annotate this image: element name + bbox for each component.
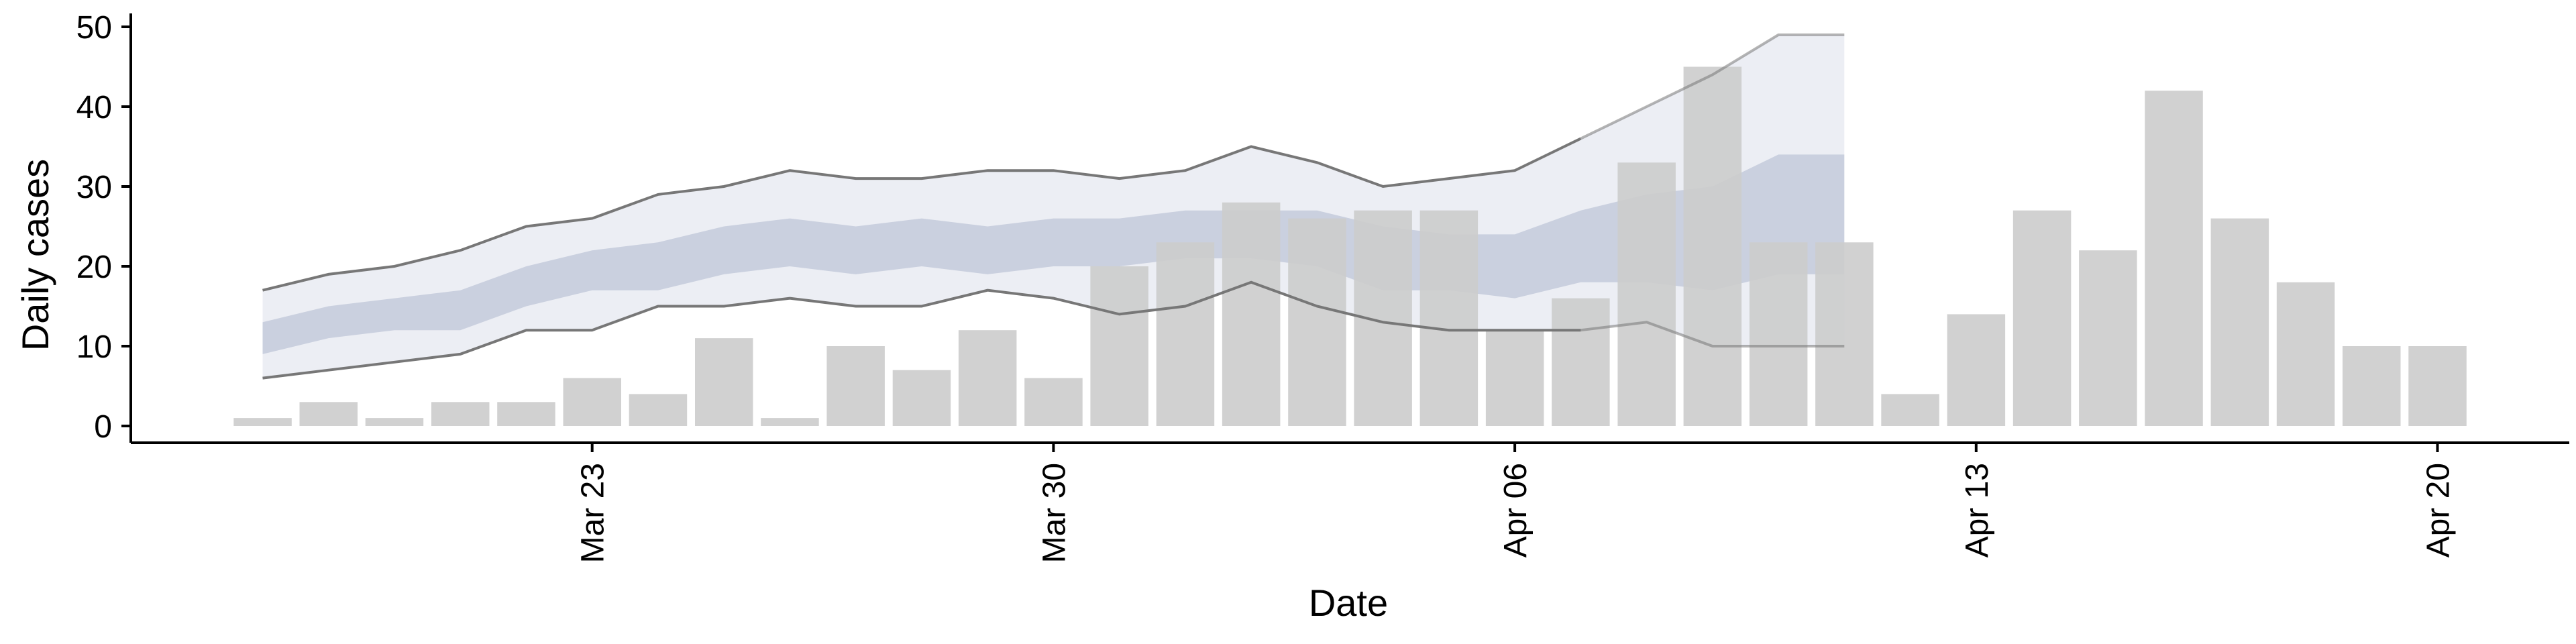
bar xyxy=(1090,266,1148,426)
axes: 0 10 20 30 40 50 Mar 23 Mar 30 Apr 06 Apr 13 Apr 2… xyxy=(76,10,2569,563)
bar xyxy=(826,346,885,426)
bar xyxy=(892,370,951,426)
bar xyxy=(431,402,490,426)
bar xyxy=(1024,378,1083,426)
bar xyxy=(1881,394,1939,426)
x-tick-label: Apr 13 xyxy=(1960,463,1995,557)
bar xyxy=(497,402,555,426)
bar xyxy=(2079,250,2137,426)
x-axis-title: Date xyxy=(1309,582,1388,624)
y-tick-label: 30 xyxy=(76,170,112,205)
bar xyxy=(233,418,292,426)
bar xyxy=(1617,162,1676,427)
x-tick-label: Mar 23 xyxy=(576,463,611,563)
bar xyxy=(761,418,819,426)
y-tick-label: 50 xyxy=(76,10,112,46)
y-axis-title: Daily cases xyxy=(14,159,56,351)
bar xyxy=(1947,314,2006,426)
x-tick-label: Mar 30 xyxy=(1036,463,1072,563)
y-tick-label: 0 xyxy=(94,409,112,445)
upper-bound-line-observed xyxy=(262,137,1582,292)
bar xyxy=(1419,210,1479,426)
bar xyxy=(2343,346,2401,426)
bar xyxy=(1749,242,1808,426)
bar xyxy=(2012,210,2072,426)
bar xyxy=(1156,242,1215,426)
bar xyxy=(2408,346,2467,426)
bar xyxy=(1683,66,1742,426)
y-tick-label: 10 xyxy=(76,329,112,365)
bar xyxy=(1552,298,1610,426)
x-tick-label: Apr 06 xyxy=(1498,463,1534,557)
lower-bound-line-forecast xyxy=(1580,321,1845,347)
x-tick-label: Apr 20 xyxy=(2421,463,2457,557)
bar xyxy=(2276,282,2335,426)
bar xyxy=(629,394,688,426)
projection-bounds xyxy=(262,33,1845,380)
bar xyxy=(958,330,1017,426)
bar xyxy=(695,338,753,426)
bar xyxy=(1288,218,1346,426)
bar xyxy=(2145,91,2203,426)
bar xyxy=(299,402,358,426)
lower-bound-line-observed xyxy=(262,280,1581,380)
inner-interval-band xyxy=(262,154,1845,354)
bar xyxy=(365,418,424,426)
bar xyxy=(2210,218,2269,426)
bar xyxy=(1485,330,1544,426)
bar xyxy=(563,378,621,426)
upper-bound-line-forecast xyxy=(1580,33,1845,140)
y-tick-label: 20 xyxy=(76,250,112,285)
bar xyxy=(1222,202,1281,426)
y-tick-label: 40 xyxy=(76,90,112,125)
bar xyxy=(1815,242,1874,426)
